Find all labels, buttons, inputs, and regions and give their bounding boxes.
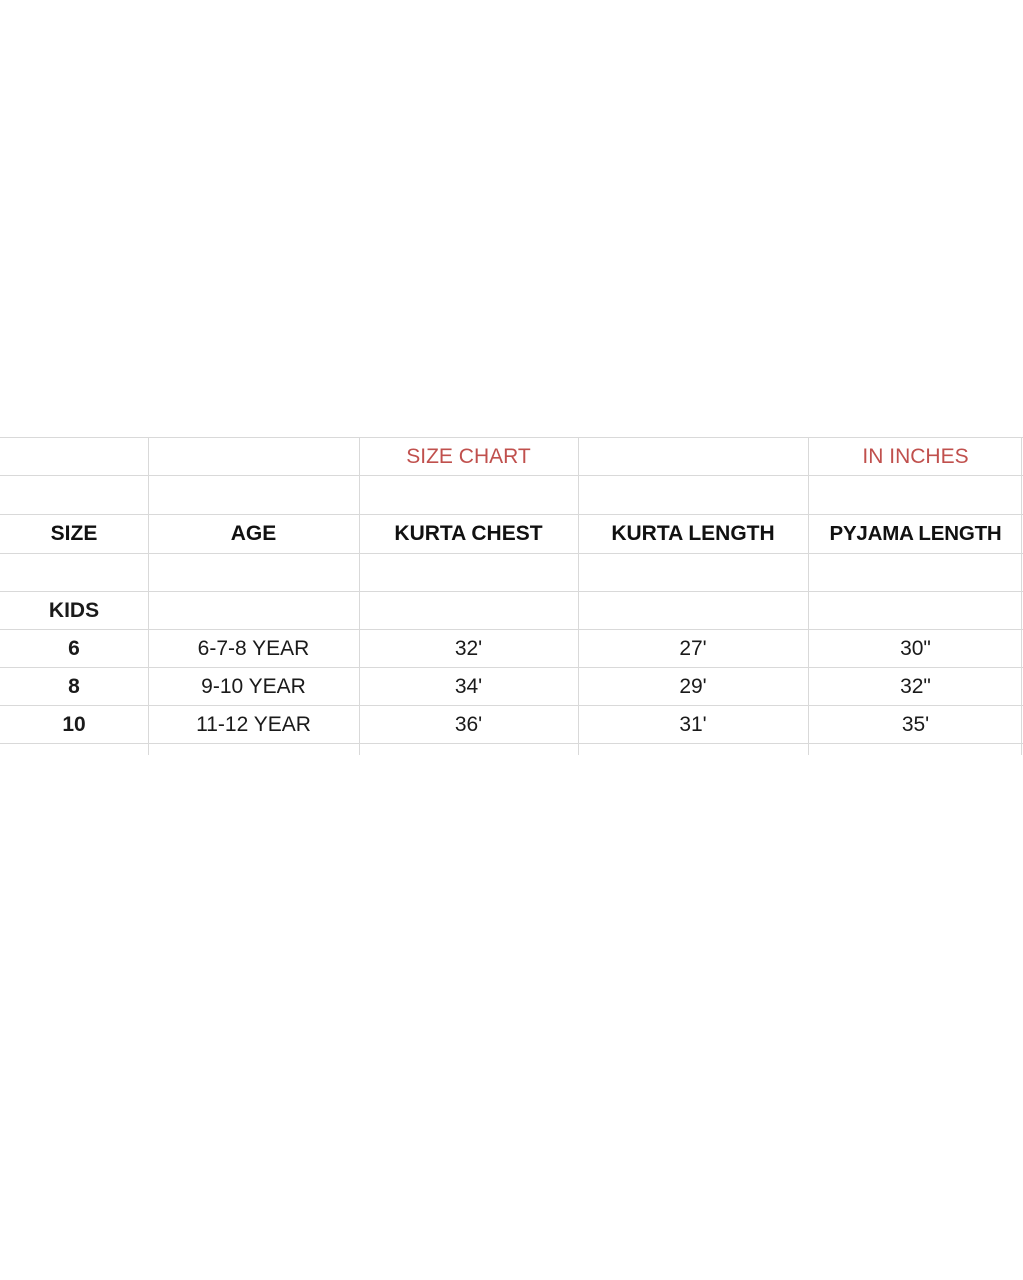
kurta-length-cell: 31': [679, 713, 707, 736]
grid-line: [1021, 437, 1022, 755]
pyjama-length-cell: 35': [901, 713, 930, 736]
grid-line: [0, 743, 1023, 744]
header-kurta-chest: KURTA CHEST: [394, 522, 543, 545]
grid-line: [0, 553, 1023, 554]
kurta-chest-cell: 34': [454, 675, 483, 698]
size-cell: 6: [68, 637, 80, 660]
grid-line: [0, 705, 1023, 706]
size-cell: 8: [68, 675, 80, 698]
size-chart-table: SIZE CHART IN INCHES SIZE AGE KURTA CHES…: [0, 437, 1023, 755]
grid-line: [0, 629, 1023, 630]
header-size: SIZE: [50, 522, 98, 545]
grid-line: [808, 437, 809, 755]
grid-line: [0, 437, 1023, 438]
grid-line: [359, 437, 360, 755]
kurta-chest-cell: 36': [454, 713, 483, 736]
grid-line: [0, 514, 1023, 515]
grid-line: [0, 475, 1023, 476]
header-age: AGE: [230, 522, 277, 545]
grid-line: [578, 437, 579, 755]
pyjama-length-cell: 32": [900, 675, 931, 698]
grid-line: [0, 667, 1023, 668]
age-cell: 9-10 YEAR: [201, 675, 306, 698]
kurta-length-cell: 29': [679, 675, 707, 698]
unit-note: IN INCHES: [862, 445, 969, 468]
kurta-length-cell: 27': [679, 637, 707, 660]
grid-line: [0, 591, 1023, 592]
age-cell: 11-12 YEAR: [196, 713, 311, 736]
size-cell: 10: [62, 713, 86, 736]
header-pyjama-length: PYJAMA LENGTH: [829, 522, 1002, 545]
pyjama-length-cell: 30": [900, 637, 931, 660]
chart-title: SIZE CHART: [406, 445, 531, 468]
grid-line: [148, 437, 149, 755]
kurta-chest-cell: 32': [454, 637, 483, 660]
group-label-kids: KIDS: [48, 599, 100, 622]
header-kurta-length: KURTA LENGTH: [611, 522, 775, 545]
age-cell: 6-7-8 YEAR: [197, 637, 310, 660]
